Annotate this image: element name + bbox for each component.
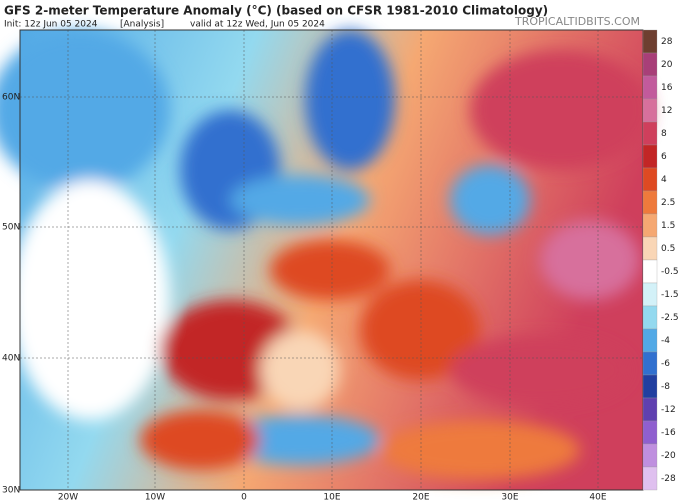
colorbar-label: -0.5 [661, 267, 679, 277]
source: TROPICALTIDBITS.COM [514, 15, 640, 28]
colorbar-label: 2.5 [661, 198, 675, 208]
colorbar-label: -20 [661, 451, 676, 461]
colorbar-swatch [642, 259, 658, 284]
colorbar-label: 12 [661, 106, 672, 116]
colorbar-label: -4 [661, 336, 670, 346]
anomaly-field [0, 30, 650, 480]
colorbar-label: 1.5 [661, 221, 675, 231]
colorbar-swatch [642, 420, 658, 445]
colorbar-swatch [642, 397, 658, 422]
lat-label: 50N [2, 223, 20, 233]
colorbar-swatch [642, 466, 658, 491]
lon-label: 10E [323, 493, 340, 503]
colorbar-label: 4 [661, 175, 667, 185]
colorbar-swatch [642, 351, 658, 376]
colorbar-swatch [642, 75, 658, 100]
colorbar-swatch [642, 144, 658, 169]
graticule [20, 30, 643, 491]
colorbar-swatch [642, 190, 658, 215]
colorbar-label: 28 [661, 37, 673, 47]
colorbar-swatch [642, 52, 658, 77]
lat-label: 30N [2, 486, 20, 496]
lon-label: 30E [501, 493, 518, 503]
colorbar-swatch [642, 305, 658, 330]
lon-label: 20W [58, 493, 78, 503]
colorbar-swatch [642, 121, 658, 146]
lon-label: 10W [145, 493, 165, 503]
lon-label: 20E [412, 493, 429, 503]
lon-label: 0 [241, 493, 247, 503]
colorbar-label: 20 [661, 60, 673, 70]
colorbar-label: 0.5 [661, 244, 675, 254]
colorbar-swatch [642, 213, 658, 238]
colorbar-swatch [642, 98, 658, 123]
colorbar-label: -1.5 [661, 290, 679, 300]
colorbar-swatch [642, 443, 658, 468]
lat-label: 60N [2, 93, 20, 103]
lon-label: 40E [589, 493, 606, 503]
colorbar-swatch [642, 374, 658, 399]
init-time: Init: 12z Jun 05 2024 [4, 20, 98, 30]
valid-time: valid at 12z Wed, Jun 05 2024 [190, 20, 325, 30]
title: GFS 2-meter Temperature Anomaly (°C) (ba… [4, 4, 548, 18]
colorbar-swatch [642, 29, 658, 54]
run-label: [Analysis] [120, 20, 164, 30]
colorbar-label: -16 [661, 428, 676, 438]
lat-label: 40N [2, 354, 20, 364]
colorbar-label: -8 [661, 382, 670, 392]
colorbar-label: -2.5 [661, 313, 679, 323]
colorbar-swatch [642, 236, 658, 261]
colorbar-swatch [642, 328, 658, 353]
colorbar-label: -6 [661, 359, 670, 369]
colorbar-label: -12 [661, 405, 676, 415]
colorbar-label: -28 [661, 474, 676, 484]
colorbar-label: 8 [661, 129, 667, 139]
colorbar-label: 16 [661, 83, 673, 93]
colorbar-label: 6 [661, 152, 667, 162]
colorbar-swatch [642, 282, 658, 307]
colorbar-swatch [642, 167, 658, 192]
